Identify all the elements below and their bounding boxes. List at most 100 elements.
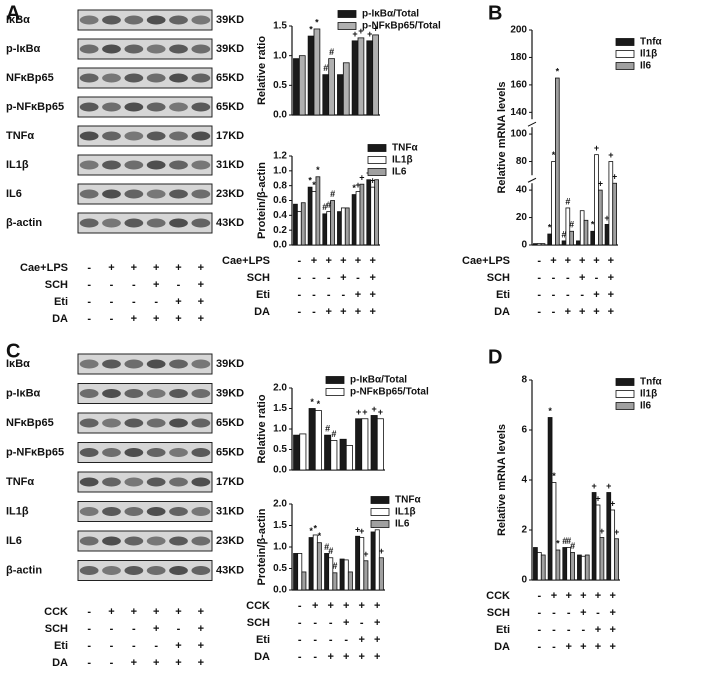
treatment-sign: + bbox=[369, 306, 375, 318]
protein-label: β-actin bbox=[6, 217, 42, 229]
y-tick-label: 0.0 bbox=[273, 465, 287, 476]
treatment-sign: - bbox=[313, 634, 317, 646]
band bbox=[124, 359, 144, 369]
band bbox=[146, 566, 166, 575]
band bbox=[102, 131, 121, 141]
band bbox=[191, 102, 211, 112]
bar bbox=[370, 415, 378, 471]
treatment-sign: - bbox=[110, 296, 114, 308]
band bbox=[102, 189, 121, 199]
bar bbox=[332, 572, 338, 591]
legend-swatch bbox=[370, 520, 390, 528]
treatment-sign: + bbox=[593, 306, 599, 318]
band bbox=[124, 218, 144, 228]
treatment-sign: - bbox=[132, 279, 136, 291]
treatment-label: DA bbox=[494, 306, 510, 318]
significance-mark: * bbox=[552, 150, 556, 160]
treatment-sign: + bbox=[153, 313, 159, 325]
bar bbox=[577, 554, 582, 581]
treatment-sign: - bbox=[154, 640, 158, 652]
band bbox=[79, 218, 99, 228]
bar bbox=[357, 37, 365, 116]
band bbox=[79, 477, 99, 487]
treatment-sign: + bbox=[579, 272, 585, 284]
y-tick-label: 200 bbox=[510, 25, 527, 36]
y-tick-label: 40 bbox=[516, 185, 528, 196]
significance-mark: # bbox=[329, 47, 334, 57]
bar bbox=[359, 183, 365, 246]
treatment-sign: + bbox=[550, 255, 556, 267]
y-axis-label: Relative ratio bbox=[256, 394, 268, 463]
bar bbox=[547, 417, 553, 581]
band bbox=[102, 448, 121, 457]
significance-mark: * bbox=[309, 526, 313, 536]
treatment-sign: - bbox=[595, 272, 599, 284]
treatment-sign: + bbox=[198, 313, 204, 325]
band bbox=[79, 566, 99, 575]
bar bbox=[374, 179, 379, 246]
legend-label: p-IκBα/Total bbox=[350, 375, 407, 386]
treatment-sign: + bbox=[175, 606, 181, 618]
legend-swatch bbox=[615, 62, 635, 70]
bar bbox=[312, 534, 318, 591]
treatment-label: SCH bbox=[247, 272, 270, 284]
bar bbox=[299, 433, 307, 471]
treatment-sign: + bbox=[328, 651, 334, 663]
band bbox=[169, 418, 188, 428]
protein-label: IL6 bbox=[6, 535, 22, 547]
protein-label: TNFα bbox=[6, 130, 34, 142]
treatment-sign: + bbox=[108, 606, 114, 618]
treatment-sign: - bbox=[110, 313, 114, 325]
band bbox=[124, 131, 144, 141]
treatment-sign: + bbox=[175, 313, 181, 325]
treatment-sign: + bbox=[579, 306, 585, 318]
band bbox=[146, 359, 166, 369]
blot-strip bbox=[77, 9, 213, 31]
significance-mark: + bbox=[610, 498, 615, 508]
band bbox=[102, 218, 121, 228]
band bbox=[169, 160, 188, 170]
band bbox=[191, 131, 211, 141]
bar bbox=[296, 211, 302, 246]
treatment-label: DA bbox=[254, 306, 270, 318]
bar bbox=[376, 418, 384, 471]
significance-mark: # bbox=[331, 429, 336, 439]
band bbox=[102, 15, 121, 25]
treatment-sign: + bbox=[369, 272, 375, 284]
band bbox=[102, 536, 121, 546]
band bbox=[146, 477, 166, 487]
significance-mark: # bbox=[326, 200, 331, 210]
band bbox=[124, 477, 144, 487]
band bbox=[124, 44, 144, 54]
treatment-label: DA bbox=[52, 657, 68, 669]
bar bbox=[570, 552, 575, 581]
blot-strip bbox=[77, 353, 213, 375]
bar bbox=[293, 58, 300, 116]
band bbox=[79, 189, 99, 199]
treatment-sign: + bbox=[175, 657, 181, 669]
bar bbox=[610, 509, 616, 581]
band bbox=[124, 536, 144, 546]
bar bbox=[340, 207, 346, 246]
treatment-sign: - bbox=[552, 624, 556, 636]
size-label: 39KD bbox=[216, 387, 244, 399]
bar bbox=[314, 410, 322, 471]
blot-strip bbox=[77, 412, 213, 434]
treatment-sign: - bbox=[537, 272, 541, 284]
legend-label: Il6 bbox=[640, 401, 652, 412]
band bbox=[102, 73, 121, 83]
legend-label: p-IκBα/Total bbox=[362, 9, 419, 20]
significance-mark: * bbox=[317, 399, 321, 409]
treatment-sign: + bbox=[198, 296, 204, 308]
bar bbox=[612, 182, 617, 246]
bar bbox=[598, 189, 603, 246]
treatment-sign: - bbox=[537, 641, 541, 653]
treatment-label: Cae+LPS bbox=[20, 262, 68, 274]
treatment-sign: + bbox=[579, 255, 585, 267]
bar bbox=[536, 243, 542, 246]
protein-label: IκBα bbox=[6, 358, 30, 370]
y-axis-label: Relative mRNA levels bbox=[496, 81, 508, 193]
treatment-label: Cae+LPS bbox=[222, 255, 270, 267]
protein-label: IL1β bbox=[6, 505, 29, 517]
bar bbox=[347, 571, 353, 591]
